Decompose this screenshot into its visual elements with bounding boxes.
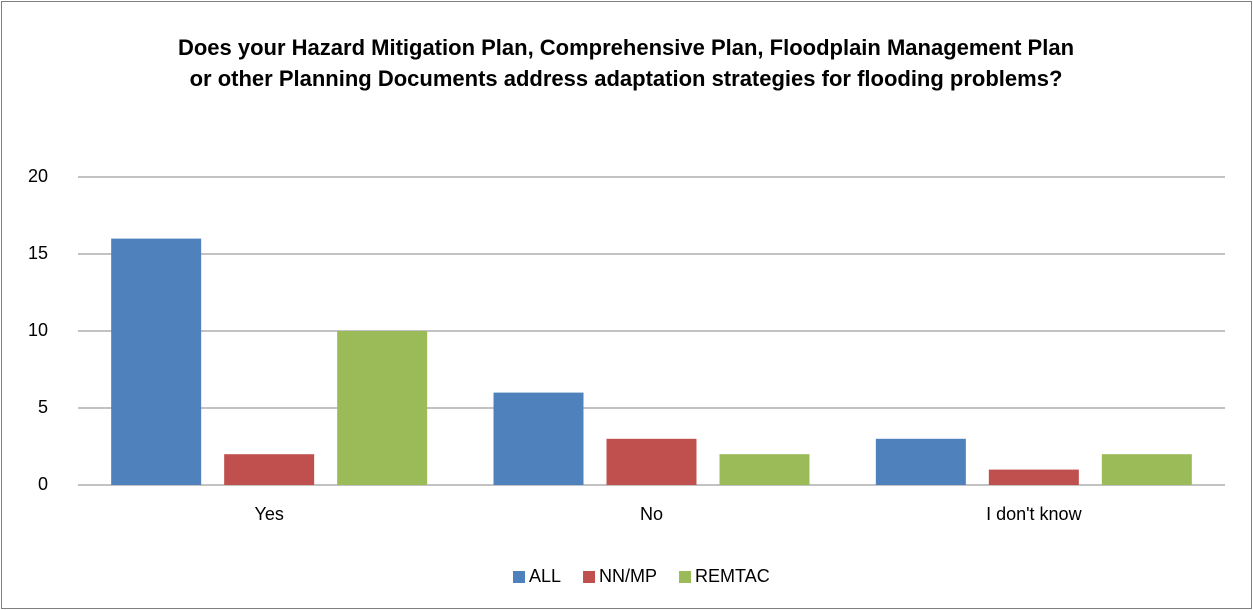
bar — [493, 392, 584, 485]
chart-title: Does your Hazard Mitigation Plan, Compre… — [177, 35, 1075, 91]
legend-swatch — [679, 571, 692, 583]
y-tick-label: 10 — [28, 320, 48, 340]
legend-label: NN/MP — [599, 566, 657, 586]
bar — [337, 331, 428, 485]
bar — [1101, 454, 1192, 485]
bar — [719, 454, 810, 485]
y-tick-label: 15 — [28, 243, 48, 263]
legend-label: REMTAC — [695, 566, 770, 586]
x-tick-label: I don't know — [986, 504, 1082, 524]
y-tick-label: 0 — [38, 474, 48, 494]
y-tick-label: 5 — [38, 397, 48, 417]
legend-label: ALL — [529, 566, 561, 586]
y-tick-label: 20 — [28, 166, 48, 186]
x-tick-label: Yes — [254, 504, 283, 524]
bar — [988, 469, 1079, 485]
bar — [606, 438, 697, 485]
bar — [875, 438, 966, 485]
legend-swatch — [513, 571, 525, 583]
bar — [224, 454, 315, 485]
x-tick-label: No — [640, 504, 663, 524]
legend-swatch — [583, 571, 596, 583]
bar — [111, 238, 202, 485]
